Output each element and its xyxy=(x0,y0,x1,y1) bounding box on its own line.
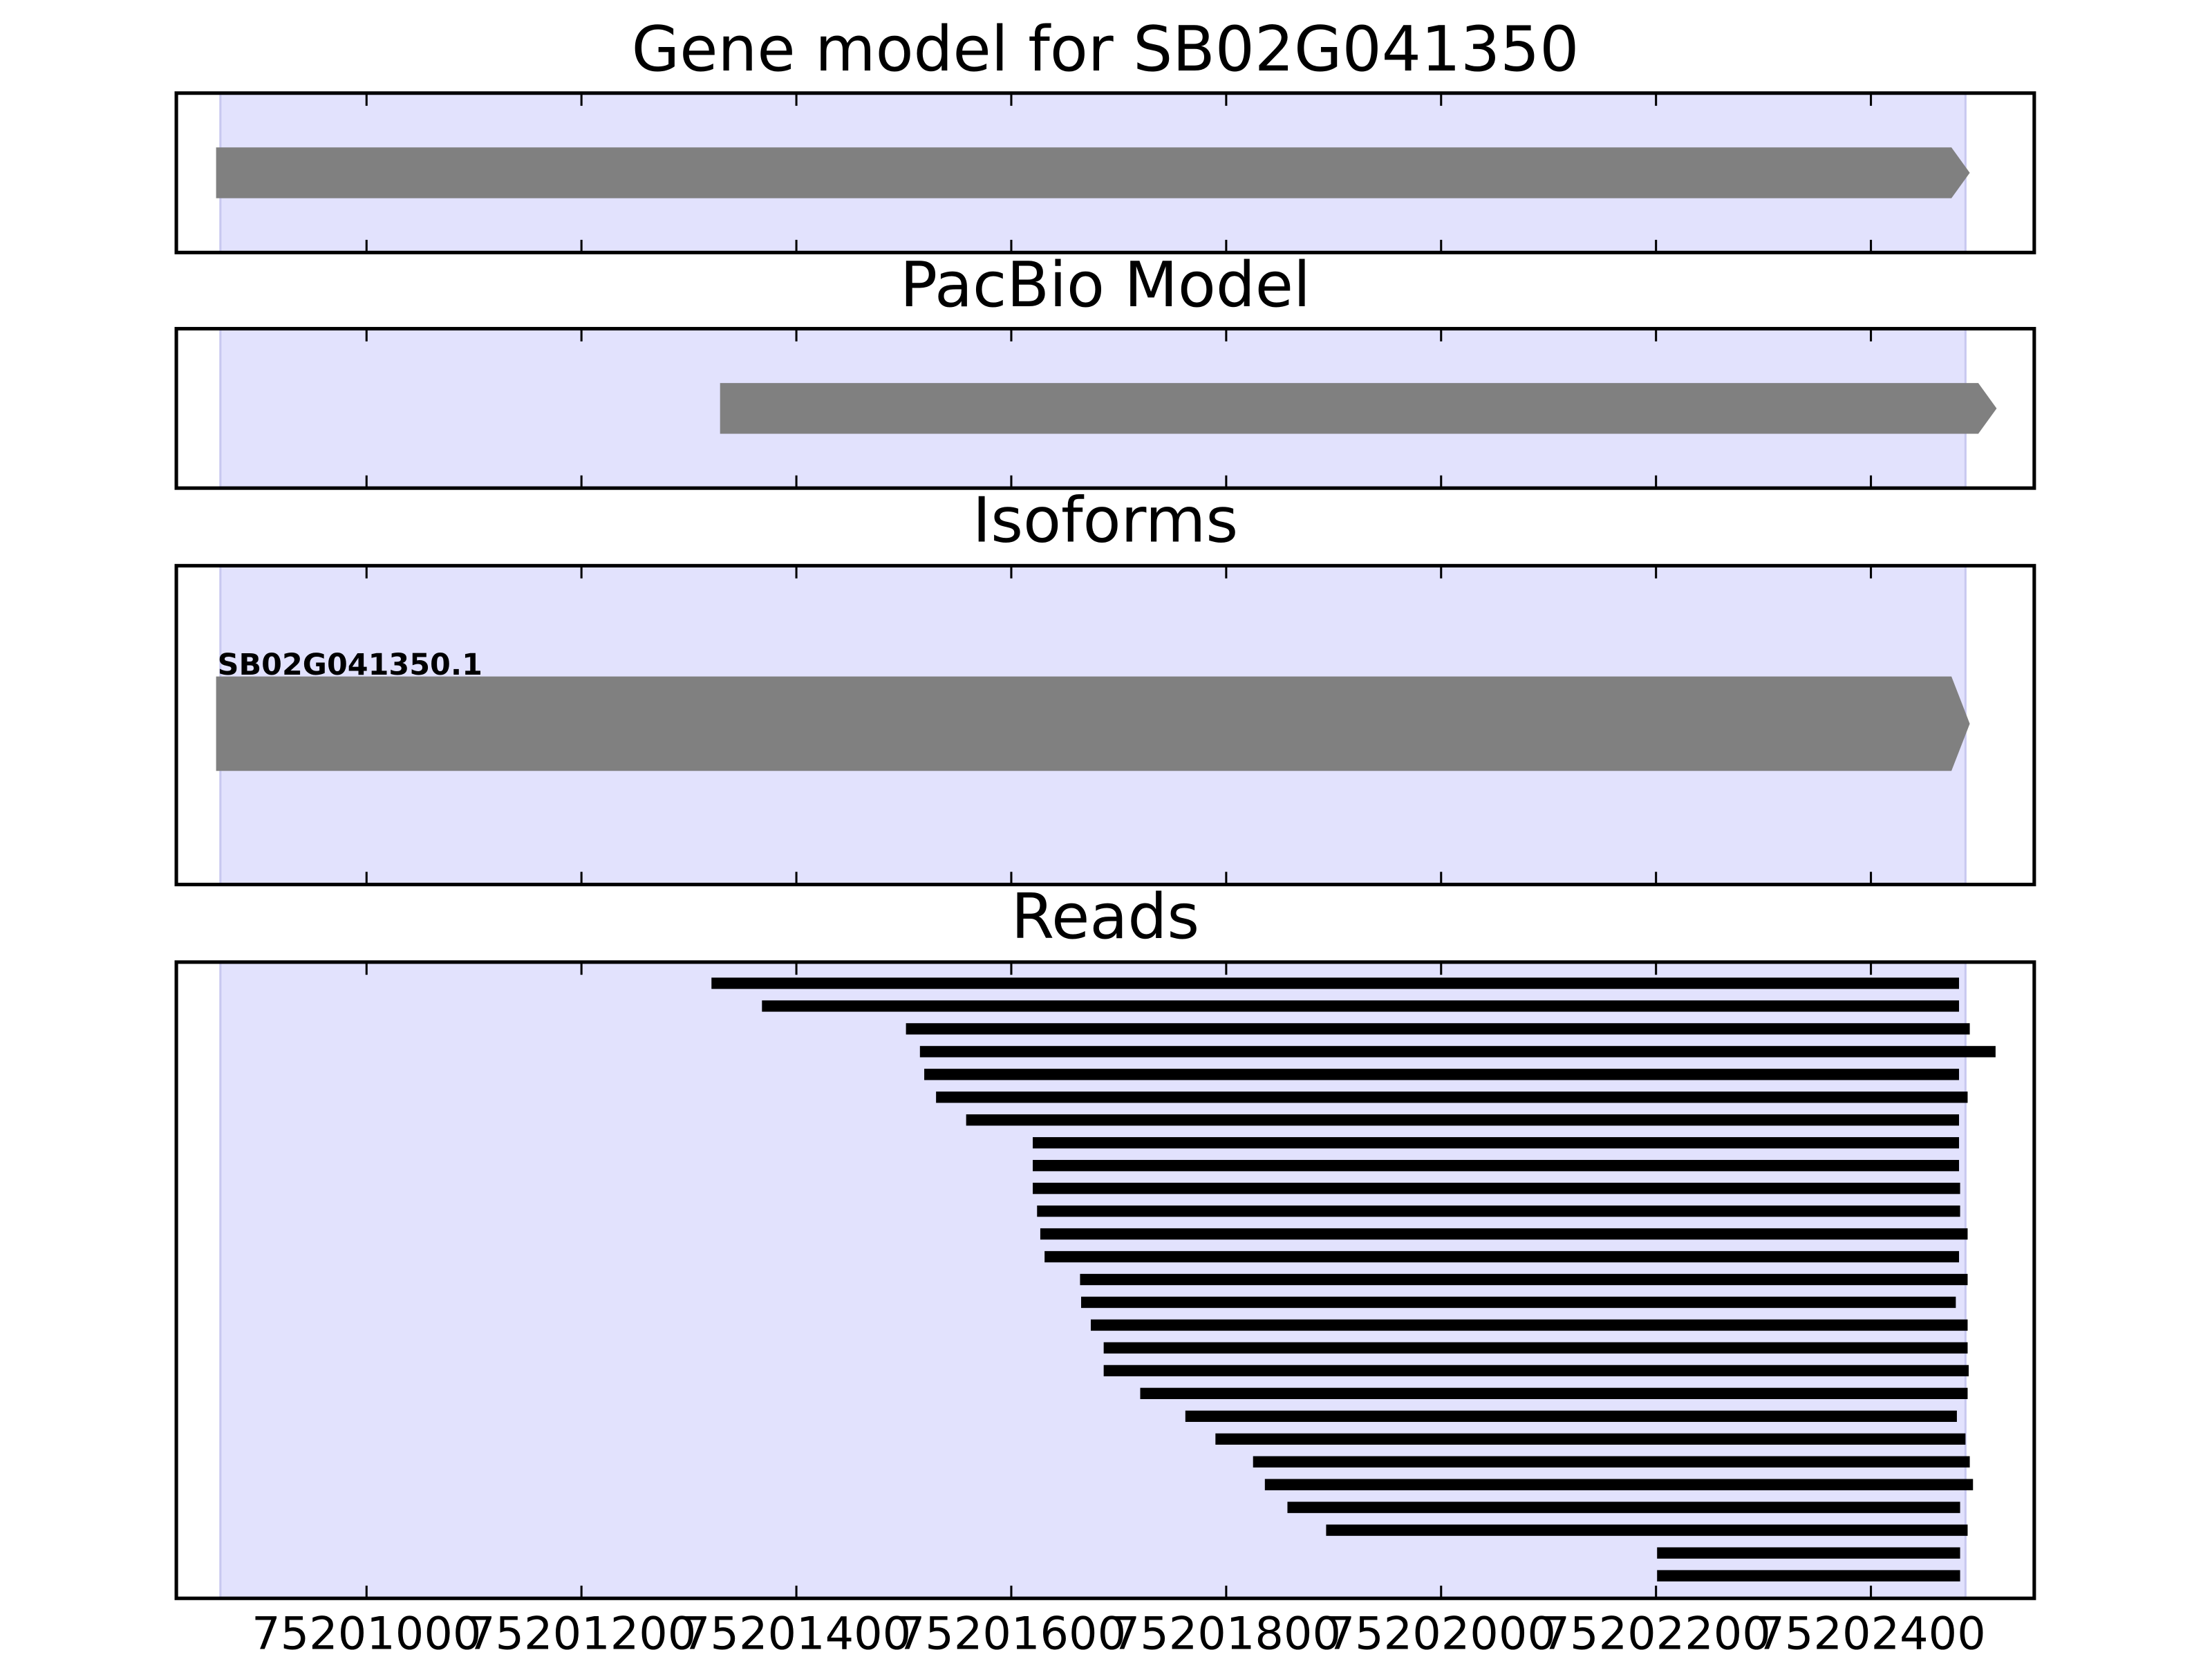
isoform-label: SB02G041350.1 xyxy=(218,648,482,682)
x-tick-label: 75202000 xyxy=(1327,1607,1556,1659)
read xyxy=(1215,1433,1966,1445)
panel-title: Isoforms xyxy=(973,485,1238,557)
read xyxy=(1044,1250,1960,1263)
read xyxy=(1140,1387,1968,1400)
read xyxy=(936,1091,1968,1103)
gene-feature xyxy=(216,676,1970,771)
read xyxy=(1103,1365,1969,1377)
read xyxy=(1253,1456,1970,1468)
panel-title: Gene model for SB02G041350 xyxy=(632,14,1580,86)
read xyxy=(1264,1479,1974,1490)
x-tick-label: 75201000 xyxy=(252,1607,481,1659)
read xyxy=(1033,1182,1960,1194)
read xyxy=(1287,1501,1960,1513)
gene-feature xyxy=(216,147,1970,198)
read xyxy=(1040,1228,1968,1240)
x-tick-label: 75202200 xyxy=(1541,1607,1770,1659)
panel-frame xyxy=(174,326,2036,490)
panel-frame xyxy=(174,91,2036,254)
read xyxy=(1033,1137,1960,1149)
read xyxy=(762,1000,1960,1012)
panel-title: PacBio Model xyxy=(900,250,1311,321)
x-tick-label: 75201600 xyxy=(897,1607,1126,1659)
read xyxy=(924,1069,1960,1080)
read xyxy=(1090,1319,1968,1331)
x-tick-label: 75201200 xyxy=(467,1607,696,1659)
x-tick-label: 75201800 xyxy=(1112,1607,1341,1659)
read xyxy=(1081,1296,1956,1309)
read xyxy=(1103,1342,1968,1354)
panel-frame xyxy=(174,563,2036,887)
panel-title: Reads xyxy=(1011,881,1199,953)
read xyxy=(919,1046,1996,1058)
x-tick-label: 75202400 xyxy=(1756,1607,1985,1659)
read xyxy=(1326,1524,1968,1536)
panel-frame xyxy=(174,960,2036,1600)
read xyxy=(1033,1160,1960,1172)
read xyxy=(1185,1410,1957,1422)
read xyxy=(711,977,1960,989)
gene-feature xyxy=(720,383,1997,434)
read xyxy=(1037,1205,1960,1217)
read xyxy=(1657,1570,1960,1582)
x-tick-label: 75201400 xyxy=(682,1607,911,1659)
read xyxy=(1080,1273,1968,1286)
read xyxy=(966,1114,1960,1126)
read xyxy=(906,1023,1970,1035)
read xyxy=(1657,1547,1960,1559)
